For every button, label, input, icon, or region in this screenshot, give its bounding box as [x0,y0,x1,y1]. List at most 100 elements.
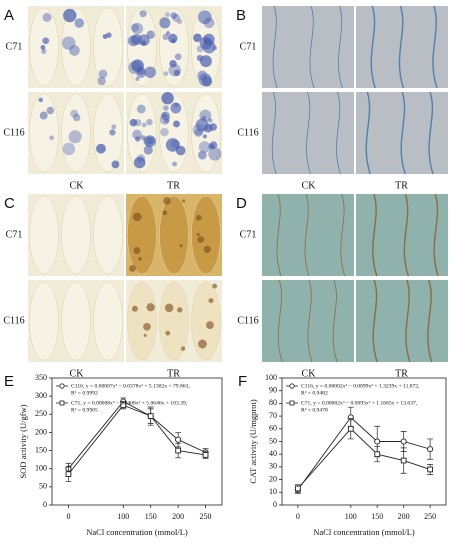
stain [174,53,182,61]
stain [61,36,76,50]
y-tick-label: 10 [269,487,277,496]
row-label: C116 [237,315,258,326]
legend-marker [59,383,65,389]
y-tick-label: 150 [35,445,47,454]
root [272,5,278,89]
marker [175,436,182,443]
row-label: C116 [3,127,24,138]
stain [136,68,147,78]
legend-r2: R² = 0.9905 [71,407,98,413]
x-tick-label: 200 [398,512,410,521]
y-tick-label: 40 [269,449,277,458]
root [400,91,406,175]
plot-frame [51,377,223,506]
stain [143,333,147,337]
stain [144,135,157,148]
y-tick-label: 80 [269,398,277,407]
stain [172,161,177,167]
root [306,91,311,175]
marker [374,451,381,458]
stain [69,45,80,56]
legend-r2: R² = 0.9482 [301,390,328,396]
row-label: C116 [3,315,24,326]
stain [161,91,174,105]
root [304,193,310,277]
series-line [68,404,206,475]
legend-r2: R² = 0.9992 [71,390,98,396]
stain [170,12,178,20]
stain [197,339,207,349]
photo [262,280,354,362]
stain [131,305,138,312]
stain [164,303,174,313]
legend-r2: R² = 0.9478 [301,407,328,413]
marker [427,446,434,453]
leaf [191,93,221,173]
photo [262,6,354,88]
x-axis-label: NaCl concentration (mmol/L) [313,527,415,537]
y-tick-label: 350 [35,373,47,382]
stain [160,127,169,137]
stain [129,265,136,272]
stain [130,23,140,32]
leaf [159,195,189,275]
stain [63,8,77,23]
stain [196,45,204,53]
stain [164,118,170,124]
photo [356,280,448,362]
leaf [61,195,91,275]
column-label: CK [302,368,317,379]
stain [146,303,155,312]
marker [295,485,301,492]
leaf [159,281,189,361]
stain [146,30,155,39]
x-tick-label: 0 [66,512,70,521]
stain [140,135,146,141]
root [398,5,405,89]
leaf [127,281,157,361]
marker [347,425,354,432]
x-tick-label: 200 [172,512,184,521]
stain [96,143,106,154]
stain [136,104,146,114]
leaf [93,7,123,87]
stain [135,76,140,81]
series-line [297,416,431,491]
photo [262,92,354,174]
stain [38,97,44,103]
panel-label: B [236,7,246,24]
marker [147,413,154,419]
legend-text: C71, y = 0.00002x³ − 0.0093x² + 1.1665x … [301,400,418,406]
stain [198,150,207,160]
stain [197,10,212,25]
legend-text: C116, y = 0.00002x³ − 0.0099x² + 1.3239x… [301,383,420,389]
root [309,5,315,89]
legend-text: C71, y = 0.00008x³ − 0.0408x² + 5.0646x … [71,400,188,406]
stain [176,18,183,25]
stain [97,76,106,86]
column-label: CK [70,180,85,191]
stain [147,136,155,145]
x-tick-label: 250 [200,512,212,521]
stain [98,69,108,79]
row-label: C71 [6,229,23,240]
root [271,91,277,175]
stain [193,33,202,43]
y-tick-label: 90 [269,386,277,395]
stain [132,212,142,222]
stain [182,199,186,203]
leaf [61,93,91,173]
y-tick-label: 300 [35,391,47,400]
y-tick-label: 30 [269,462,277,471]
stain [208,143,215,150]
column-label: TR [395,368,408,379]
legend-text: C116, y = 0.00007x³ − 0.0378x² + 5.1302x… [71,383,190,389]
stain [111,124,117,130]
stain [40,45,46,50]
x-axis-label: NaCl concentration (mmol/L) [86,527,188,537]
root [340,193,346,277]
row-label: C71 [240,229,257,240]
row-label: C116 [237,127,258,138]
marker [120,402,127,409]
x-tick-label: 100 [345,512,357,521]
